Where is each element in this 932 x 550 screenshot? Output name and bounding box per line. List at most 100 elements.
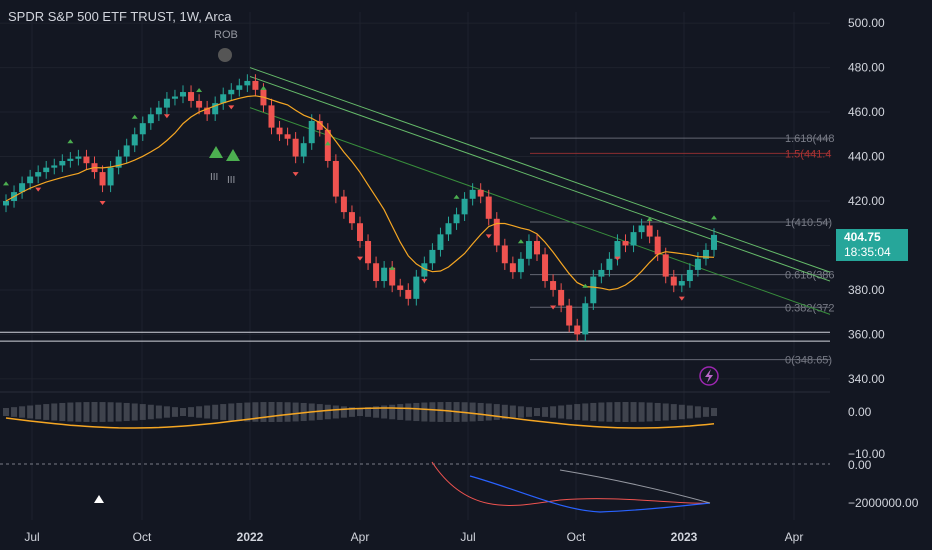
osc-bar-24	[196, 406, 203, 418]
osc-bar-39	[316, 404, 323, 420]
fib-label-4: 0.382(372	[785, 302, 835, 314]
candle-body-64	[517, 258, 524, 273]
osc-bar-8	[67, 402, 74, 422]
candle-body-74	[598, 269, 605, 277]
cum-line-grey	[559, 469, 711, 504]
osc-bar-15	[123, 402, 130, 422]
price-tick-1: 480.00	[848, 61, 885, 75]
osc-bar-17	[139, 404, 146, 420]
time-axis[interactable]: Jul Oct 2022 Apr Jul Oct 2023 Apr	[24, 530, 803, 544]
trend-line-3	[249, 107, 831, 315]
osc-bar-51	[413, 402, 420, 422]
osc-bar-43	[348, 407, 355, 417]
candle-body-77	[622, 241, 629, 246]
candles	[3, 74, 717, 342]
candle-body-41	[332, 160, 339, 197]
osc-bar-85	[686, 405, 693, 419]
osc-bar-70	[566, 404, 573, 420]
osc-bar-66	[534, 407, 540, 417]
triangle-up-icon	[94, 495, 104, 503]
candle-body-36	[292, 138, 299, 157]
osc-bar-50	[405, 403, 412, 421]
osc-bar-84	[678, 404, 685, 420]
price-tick-2: 460.00	[848, 105, 885, 119]
osc-bar-36	[292, 402, 299, 422]
seq-marker-60	[485, 234, 492, 239]
osc-signal-line	[5, 407, 715, 429]
candle-body-70	[566, 305, 573, 326]
osc-bar-25	[204, 405, 211, 419]
candle-body-3	[27, 176, 34, 184]
candle-body-39	[316, 120, 323, 130]
candle-body-72	[582, 303, 589, 335]
osc-bar-60	[485, 403, 492, 421]
candle-body-69	[558, 289, 565, 306]
osc-bar-9	[75, 402, 82, 422]
candle-body-8	[67, 158, 74, 161]
candle-body-61	[493, 218, 500, 246]
lightning-ring	[699, 366, 719, 386]
price-axis[interactable]: 500.00480.00460.00440.00420.00400.00380.…	[848, 16, 885, 386]
candle-body-49	[397, 285, 404, 290]
candle-body-87	[702, 249, 709, 259]
seq-marker-64	[517, 239, 524, 244]
seq-marker-16	[131, 114, 138, 119]
price-tick-4: 420.00	[848, 194, 885, 208]
seq-marker-76	[614, 256, 621, 261]
osc-bar-23	[188, 407, 195, 417]
price-tick-6: 380.00	[848, 283, 885, 297]
fib-levels: 1.618(4481.5(441.41(410.54)0.618(3860.38…	[530, 133, 835, 367]
candle-body-23	[188, 92, 195, 101]
osc-bar-76	[614, 402, 621, 422]
osc-bar-29	[236, 402, 243, 422]
candle-body-28	[228, 89, 235, 95]
time-tick-0: Jul	[24, 530, 39, 544]
candle-body-66	[534, 241, 540, 255]
candle-body-42	[340, 196, 347, 213]
pattern-triangle-1	[209, 146, 223, 158]
candle-body-73	[590, 276, 597, 304]
osc-bar-67	[542, 407, 549, 417]
osc-bar-55	[445, 402, 452, 422]
seq-marker-40	[324, 141, 331, 146]
candle-body-34	[276, 127, 283, 135]
candle-body-29	[236, 85, 243, 90]
osc-bar-83	[670, 404, 677, 420]
candle-body-86	[694, 258, 701, 270]
seq-marker-0	[3, 181, 9, 186]
osc-bar-54	[437, 402, 444, 422]
osc-bar-74	[598, 402, 605, 422]
seq-marker-80	[646, 217, 653, 222]
osc-bar-20	[163, 406, 170, 418]
time-tick-1: Oct	[133, 530, 152, 544]
candle-body-30	[244, 80, 251, 86]
candle-body-54	[437, 234, 444, 250]
chart-title: SPDR S&P 500 ETF TRUST, 1W, Arca	[8, 9, 232, 24]
osc-bar-45	[365, 407, 372, 417]
osc-bar-73	[590, 402, 597, 422]
candle-body-4	[35, 172, 42, 177]
time-tick-7: Apr	[785, 530, 804, 544]
osc-bar-65	[525, 407, 532, 417]
candle-body-27	[220, 94, 227, 104]
seq-marker-12	[99, 201, 106, 205]
osc-bar-75	[606, 402, 613, 422]
price-tick-0: 500.00	[848, 16, 885, 30]
price-tick-3: 440.00	[848, 150, 885, 164]
candle-body-71	[574, 325, 581, 335]
candle-body-82	[662, 254, 669, 277]
trend-line-2	[249, 76, 831, 282]
candle-body-33	[268, 105, 275, 128]
osc-bar-27	[220, 404, 227, 420]
osc-tick-1: −10.00	[848, 447, 885, 461]
osc-bar-46	[373, 406, 380, 418]
seq-marker-88	[711, 215, 717, 220]
time-tick-5: Oct	[567, 530, 586, 544]
seq-marker-68	[550, 305, 557, 310]
osc-bar-35	[284, 402, 291, 422]
osc-bar-21	[171, 407, 178, 417]
candle-body-88	[711, 234, 717, 250]
osc-bar-87	[702, 407, 709, 417]
osc-bar-86	[694, 406, 701, 418]
